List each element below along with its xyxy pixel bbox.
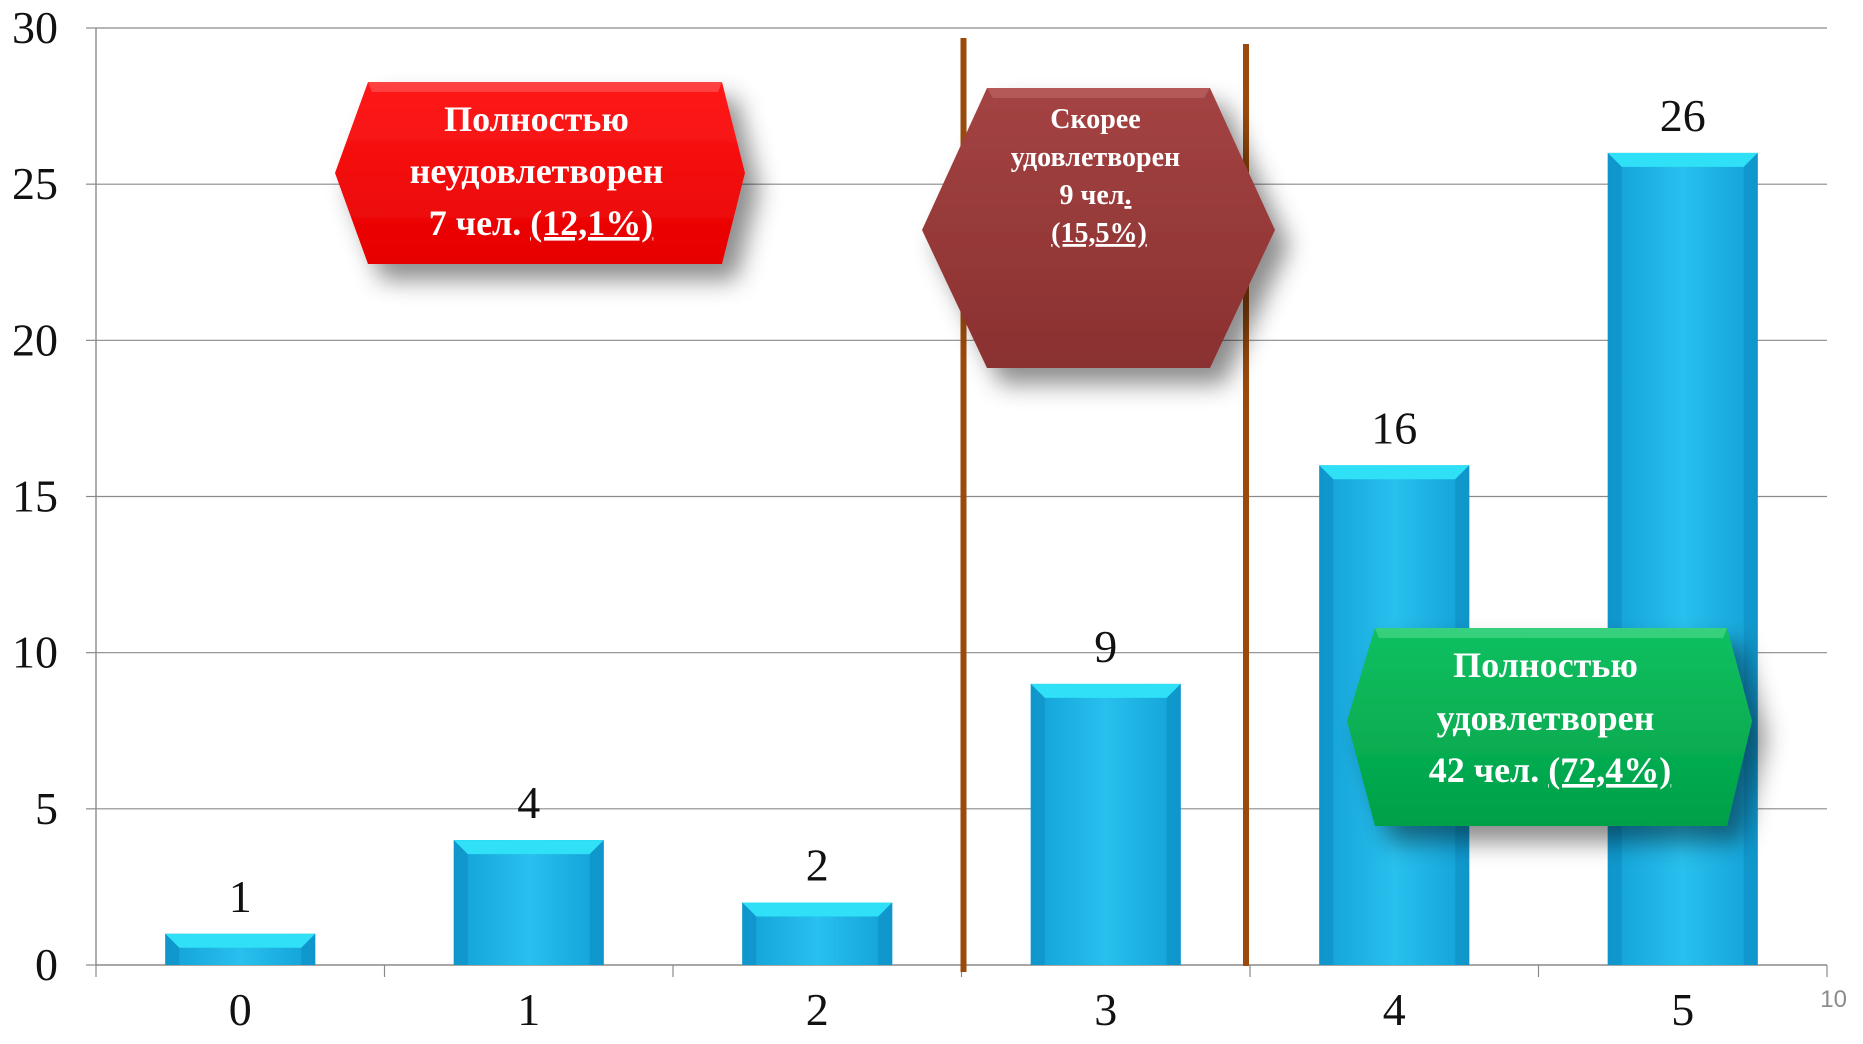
callout-satisfied-text: Полностью удовлетворен 42 чел. (72,4%)	[1429, 645, 1671, 790]
y-tick-label: 10	[12, 627, 58, 678]
y-tick-label: 0	[35, 939, 58, 990]
callout-rather-satisfied-line-3: 9 чел.	[1060, 180, 1132, 211]
callout-rather-satisfied-line-2: удовлетворен	[1011, 142, 1180, 173]
callout-dissatisfied-line-1: Полностью	[444, 99, 629, 139]
data-label: 26	[1660, 90, 1706, 141]
bar	[165, 933, 316, 965]
x-tick-label: 1	[517, 984, 540, 1035]
callout-satisfied-line-1: Полностью	[1453, 645, 1638, 685]
callout-satisfied-count: 42 чел.	[1429, 750, 1548, 790]
callout-rather-satisfied-dot: .	[1124, 180, 1131, 211]
x-axis-tick-labels: 0 1 2 3 4 5	[229, 984, 1695, 1035]
data-labels: 1 4 2 9 16 26	[229, 90, 1706, 922]
page-number: 10	[1820, 986, 1847, 1013]
data-label: 9	[1094, 621, 1117, 672]
callout-satisfied-line-3: 42 чел. (72,4%)	[1429, 750, 1671, 790]
bar	[742, 902, 893, 965]
x-tick-label: 4	[1383, 984, 1406, 1035]
y-tick-label: 5	[35, 783, 58, 834]
y-tick-label: 20	[12, 314, 58, 365]
data-label: 1	[229, 871, 252, 922]
callout-dissatisfied-shape	[335, 82, 745, 264]
callout-satisfied	[1347, 628, 1752, 826]
bars	[165, 152, 1758, 965]
data-label: 16	[1371, 402, 1417, 453]
callout-dissatisfied-text: Полностью неудовлетворен 7 чел. (12,1%)	[410, 99, 673, 243]
callout-dissatisfied-line-3: 7 чел. (12,1%)	[429, 203, 653, 243]
bar	[453, 840, 604, 965]
callout-satisfied-percent: (72,4%)	[1548, 750, 1671, 790]
callout-dissatisfied	[335, 82, 745, 264]
callout-dissatisfied-percent: (12,1%)	[530, 203, 653, 243]
callout-dissatisfied-line-2: неудовлетворен	[410, 151, 664, 191]
callout-rather-satisfied-shape	[922, 88, 1275, 368]
x-tick-label: 5	[1671, 984, 1694, 1035]
callout-rather-satisfied	[922, 88, 1275, 368]
x-tick-label: 0	[229, 984, 252, 1035]
callout-rather-satisfied-percent: (15,5%)	[1051, 218, 1147, 249]
bar	[1607, 152, 1758, 965]
callout-satisfied-shape	[1347, 628, 1752, 826]
callout-rather-satisfied-count: 9 чел	[1060, 180, 1125, 211]
callout-satisfied-line-2: удовлетворен	[1437, 698, 1655, 738]
callout-rather-satisfied-line-1: Скорее	[1050, 104, 1140, 135]
y-axis-tick-labels: 0 5 10 15 20 25 30	[12, 2, 58, 990]
callout-rather-satisfied-text: Скорее удовлетворен 9 чел. (15,5%)	[1011, 104, 1187, 249]
bar	[1030, 683, 1181, 965]
y-tick-label: 15	[12, 471, 58, 522]
x-tick-label: 2	[806, 984, 829, 1035]
data-label: 4	[517, 777, 540, 828]
y-tick-label: 30	[12, 2, 58, 53]
callout-dissatisfied-count: 7 чел.	[429, 203, 530, 243]
data-label: 2	[806, 840, 829, 891]
y-tick-label: 25	[12, 158, 58, 209]
x-tick-label: 3	[1094, 984, 1117, 1035]
